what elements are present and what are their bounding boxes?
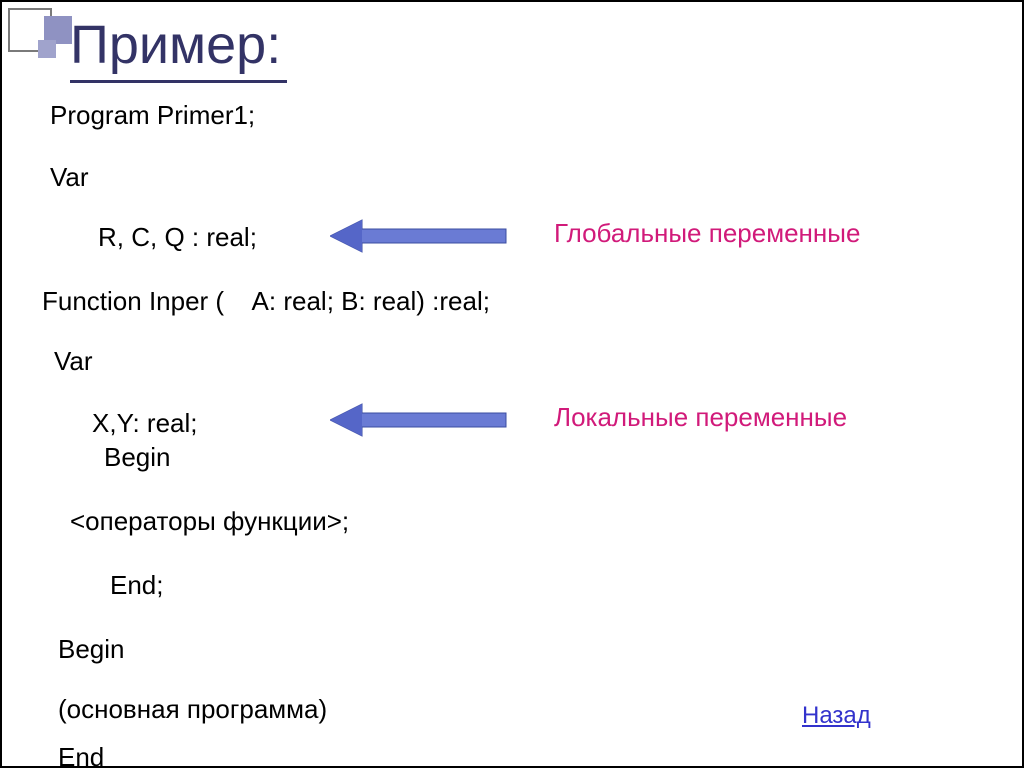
arrow-global-icon (330, 216, 520, 256)
code-line-end-func: End; (110, 570, 164, 601)
code-line-function: Function Inper ( A: real; B: real) :real… (42, 286, 490, 317)
code-line-begin-main: Begin (58, 634, 125, 665)
code-line-end-main: End (58, 742, 104, 768)
code-line-func-body: <операторы функции>; (70, 506, 349, 537)
code-line-var-inner: Var (54, 346, 93, 377)
code-line-global-decl: R, C, Q : real; (98, 222, 257, 253)
code-line-program: Program Primer1; (50, 100, 255, 131)
annotation-global: Глобальные переменные (554, 218, 860, 249)
code-line-var-outer: Var (50, 162, 89, 193)
back-link[interactable]: Назад (802, 702, 871, 730)
annotation-local: Локальные переменные (554, 402, 847, 433)
code-line-begin-func: Begin (104, 442, 171, 473)
arrow-local-icon (330, 400, 520, 440)
code-line-main-body: (основная программа) (58, 694, 327, 725)
decor-square-fill-2 (38, 40, 56, 58)
code-line-local-decl: X,Y: real; (92, 408, 198, 439)
slide-title: Пример: (70, 14, 287, 83)
